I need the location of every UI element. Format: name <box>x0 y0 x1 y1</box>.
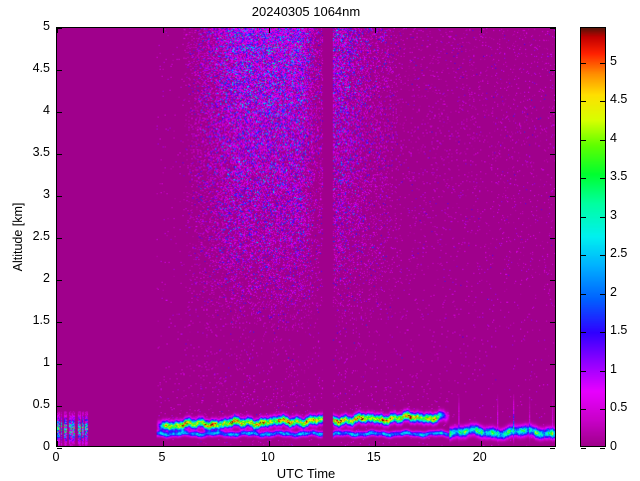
y-tick-mark <box>550 70 555 71</box>
x-tick-mark <box>375 441 376 446</box>
x-tick-mark <box>269 28 270 33</box>
y-tick-mark <box>550 112 555 113</box>
colorbar-tick-mark <box>600 178 605 179</box>
y-tick-mark <box>57 28 62 29</box>
colorbar-tick-mark <box>581 294 586 295</box>
colorbar-tick-label: 1 <box>610 361 617 376</box>
x-tick-mark <box>375 28 376 33</box>
colorbar[interactable] <box>580 27 606 449</box>
y-tick-mark <box>57 196 62 197</box>
y-tick-mark <box>57 448 62 449</box>
y-tick-label: 4 <box>43 103 50 117</box>
colorbar-tick-label: 2.5 <box>610 246 628 261</box>
x-tick-label: 10 <box>260 450 275 464</box>
y-tick-label: 3 <box>43 187 50 201</box>
y-tick-mark <box>57 322 62 323</box>
x-tick-label: 15 <box>366 450 381 464</box>
colorbar-tick-label: 0.5 <box>610 400 628 415</box>
colorbar-tick-label: 5 <box>610 53 617 68</box>
colorbar-tick-label: 3 <box>610 207 617 222</box>
colorbar-tick-mark <box>600 63 605 64</box>
colorbar-tick-label: 0 <box>610 439 617 453</box>
y-tick-label: 0 <box>43 439 50 453</box>
colorbar-tick-mark <box>600 448 605 449</box>
colorbar-tick-mark <box>600 371 605 372</box>
colorbar-gradient <box>581 28 605 446</box>
x-tick-label: 5 <box>158 450 166 464</box>
y-tick-mark <box>57 280 62 281</box>
y-tick-mark <box>57 70 62 71</box>
x-tick-mark <box>57 28 58 33</box>
colorbar-tick-mark <box>600 140 605 141</box>
colorbar-tick-mark <box>581 448 586 449</box>
colorbar-tick-mark <box>600 409 605 410</box>
colorbar-tick-label: 1.5 <box>610 323 628 338</box>
y-tick-mark <box>57 406 62 407</box>
colorbar-tick-mark <box>600 294 605 295</box>
colorbar-tick-mark <box>581 101 586 102</box>
x-tick-label: 0 <box>52 450 60 464</box>
y-tick-label: 2 <box>43 271 50 285</box>
colorbar-tick-label: 3.5 <box>610 169 628 184</box>
x-axis-title: UTC Time <box>276 466 336 481</box>
x-tick-mark <box>163 441 164 446</box>
y-tick-mark <box>550 238 555 239</box>
y-tick-label: 5 <box>43 19 50 33</box>
y-tick-mark <box>550 448 555 449</box>
y-tick-label: 1 <box>43 355 50 369</box>
colorbar-tick-mark <box>581 140 586 141</box>
colorbar-tick-mark <box>600 217 605 218</box>
y-tick-mark <box>550 280 555 281</box>
colorbar-tick-mark <box>581 409 586 410</box>
y-tick-mark <box>550 28 555 29</box>
y-tick-label: 0.5 <box>32 397 50 411</box>
colorbar-tick-mark <box>600 332 605 333</box>
y-tick-label: 1.5 <box>32 313 50 327</box>
page-title: 20240305 1064nm <box>251 4 361 19</box>
y-tick-mark <box>550 364 555 365</box>
x-tick-mark <box>269 441 270 446</box>
colorbar-tick-mark <box>600 255 605 256</box>
colorbar-tick-mark <box>581 178 586 179</box>
y-axis-title: Altitude [km] <box>11 202 25 272</box>
y-tick-label: 4.5 <box>32 61 50 75</box>
colorbar-tick-label: 4.5 <box>610 92 628 107</box>
y-tick-label: 3.5 <box>32 145 50 159</box>
colorbar-tick-mark <box>581 371 586 372</box>
y-tick-mark <box>550 406 555 407</box>
colorbar-tick-mark <box>600 101 605 102</box>
y-tick-mark <box>550 154 555 155</box>
heatmap-image <box>57 28 555 446</box>
x-tick-mark <box>481 28 482 33</box>
y-tick-mark <box>57 154 62 155</box>
colorbar-tick-label: 4 <box>610 130 617 145</box>
y-tick-mark <box>57 112 62 113</box>
y-tick-mark <box>57 364 62 365</box>
x-tick-mark <box>163 28 164 33</box>
y-tick-label: 2.5 <box>32 229 50 243</box>
x-tick-mark <box>481 441 482 446</box>
colorbar-tick-mark <box>581 332 586 333</box>
colorbar-tick-mark <box>581 63 586 64</box>
x-tick-label: 20 <box>472 450 487 464</box>
plot-area[interactable] <box>56 27 556 449</box>
y-tick-mark <box>550 322 555 323</box>
x-tick-mark <box>57 441 58 446</box>
colorbar-tick-label: 2 <box>610 284 617 299</box>
y-tick-mark <box>57 238 62 239</box>
y-tick-mark <box>550 196 555 197</box>
colorbar-tick-mark <box>581 217 586 218</box>
colorbar-tick-mark <box>581 255 586 256</box>
